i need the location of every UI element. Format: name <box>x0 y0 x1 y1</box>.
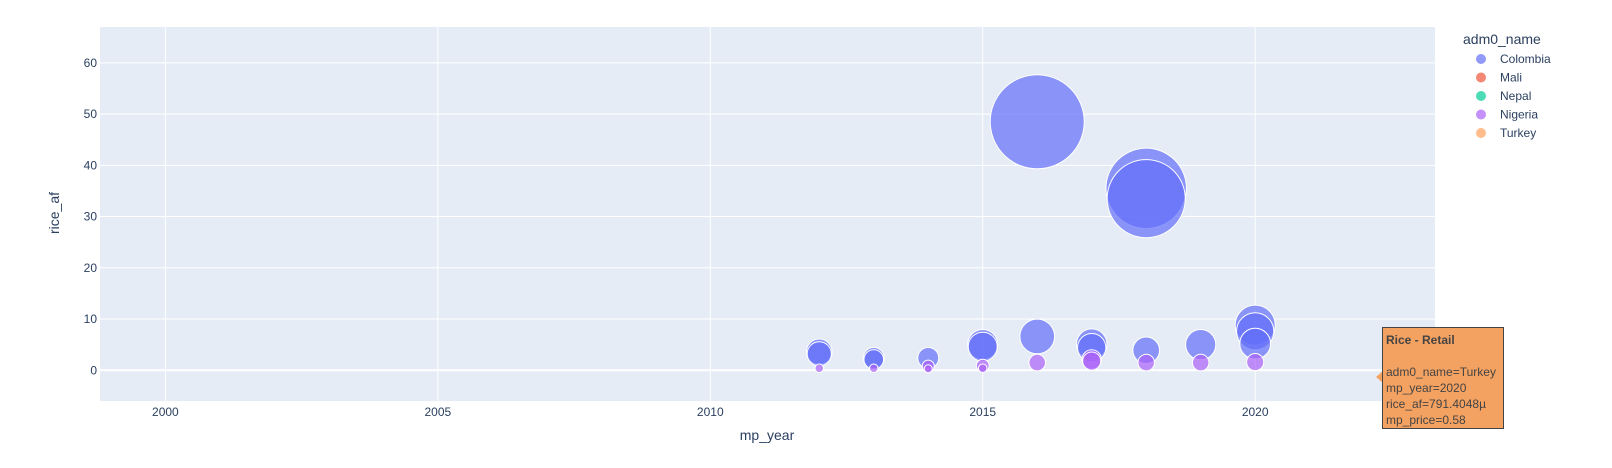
tooltip-line: rice_af=791.4048µ <box>1386 397 1486 411</box>
legend-marker <box>1476 109 1486 120</box>
bubble-nigeria <box>1082 351 1102 371</box>
legend-marker <box>1476 91 1486 101</box>
legend-label: Nepal <box>1500 89 1531 103</box>
legend-marker <box>1476 54 1486 64</box>
tooltip-line: mp_year=2020 <box>1386 381 1467 395</box>
bubble-colombia <box>806 341 832 367</box>
y-axis-title: rice_af <box>46 192 62 234</box>
x-tick-label: 2015 <box>969 405 996 419</box>
plot-background <box>100 27 1435 401</box>
legend-label: Colombia <box>1500 52 1551 66</box>
bubble-nigeria <box>977 363 988 373</box>
y-tick-label: 40 <box>84 158 98 172</box>
legend[interactable]: Colombia Mali Nepal Nigeria Turkey <box>1476 52 1551 140</box>
legend-label: Turkey <box>1500 126 1536 140</box>
bubble-nigeria <box>814 363 825 373</box>
x-tick-label: 2020 <box>1242 405 1269 419</box>
bubble-nigeria <box>1028 353 1046 372</box>
bubble-colombia <box>967 331 998 362</box>
y-tick-label: 50 <box>84 107 98 121</box>
x-tick-label: 2005 <box>424 405 451 419</box>
bubble-nigeria <box>923 364 933 374</box>
y-tick-label: 10 <box>84 312 98 326</box>
x-tick-label: 2000 <box>152 405 179 419</box>
y-tick-label: 20 <box>84 261 98 275</box>
legend-marker <box>1476 128 1486 138</box>
tooltip-title: Rice - Retail <box>1386 333 1455 347</box>
legend-label: Nigeria <box>1500 108 1538 122</box>
bubble-colombia <box>1106 159 1186 239</box>
bubble-nigeria <box>1246 353 1265 372</box>
y-gridlines <box>100 62 1435 372</box>
bubble-nigeria <box>1191 353 1210 372</box>
bubble-nigeria <box>1137 353 1155 372</box>
legend-label: Mali <box>1500 71 1522 85</box>
bubbles <box>805 74 1276 374</box>
y-tick-labels: 0 10 20 30 40 50 60 <box>84 56 98 377</box>
x-axis-title: mp_year <box>740 427 795 443</box>
y-tick-label: 0 <box>90 363 97 377</box>
y-tick-label: 30 <box>84 210 98 224</box>
hover-tooltip: Rice - Retail adm0_name=Turkey mp_year=2… <box>1382 327 1504 429</box>
tooltip-line: mp_price=0.58 <box>1386 413 1466 427</box>
tooltip-arrow <box>1376 371 1383 383</box>
legend-marker <box>1476 72 1486 83</box>
y-tick-label: 60 <box>84 56 98 70</box>
bubble-nigeria <box>868 363 879 373</box>
bubble-colombia <box>989 74 1085 170</box>
x-tick-label: 2010 <box>697 405 724 419</box>
tooltip-line: adm0_name=Turkey <box>1386 365 1496 379</box>
x-tick-labels: 2000 2005 2010 2015 2020 <box>152 405 1269 419</box>
legend-title: adm0_name <box>1463 31 1541 47</box>
bubble-colombia <box>1019 318 1056 355</box>
